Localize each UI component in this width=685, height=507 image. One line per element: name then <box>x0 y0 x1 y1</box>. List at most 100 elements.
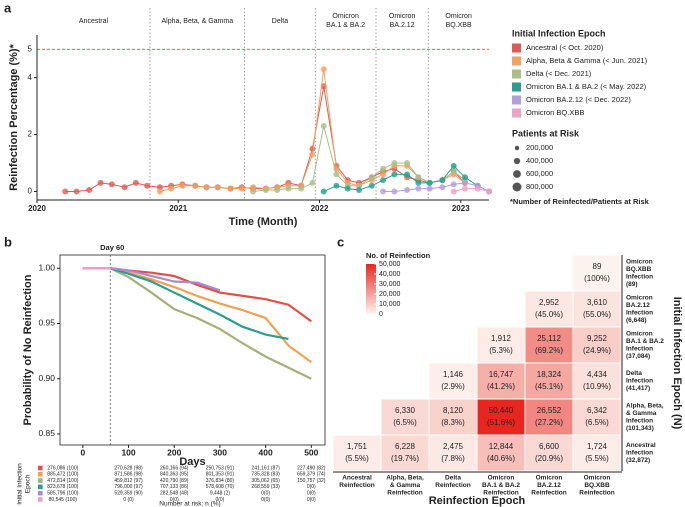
y-tick-label: 0.95 <box>38 318 55 328</box>
cell-percent: (8.3%) <box>441 418 465 427</box>
y-category-label: Infection <box>626 417 653 424</box>
y-category-label: Infection <box>626 273 653 280</box>
y-tick-label: 0.90 <box>38 373 55 383</box>
legend-label: Delta (< Dec. 2021) <box>526 69 592 78</box>
risk-table-cell: 801,353 (91) <box>206 472 235 478</box>
data-point <box>309 151 316 158</box>
cell-percent: (5.3%) <box>489 346 513 355</box>
cell-value: 8,120 <box>443 406 464 415</box>
data-point <box>391 160 398 167</box>
epoch-label: BA.2.12 <box>390 22 415 29</box>
data-point <box>404 187 411 194</box>
risk-table-cell: 0(0) <box>307 497 316 503</box>
data-point <box>404 160 411 167</box>
risk-table-cell: 0(0) <box>215 497 224 503</box>
data-point <box>391 188 398 195</box>
y-category-label: Infection <box>626 450 653 457</box>
legend-swatch <box>512 69 521 79</box>
data-point <box>298 185 305 192</box>
risk-table-cell: 420,790 (89) <box>160 478 189 484</box>
x-axis-title: Time (Month) <box>229 216 298 228</box>
data-point <box>97 179 104 186</box>
risk-table-cell: 0(0) <box>170 497 179 503</box>
heatmap-cell <box>428 398 478 436</box>
legend-label: Omicron BQ.XBB <box>526 108 584 117</box>
data-point <box>62 188 69 195</box>
colorbar <box>366 264 376 314</box>
x-category-label: BA.1 & BA.2 <box>482 482 520 489</box>
cell-percent: (40.6%) <box>487 454 515 463</box>
cell-percent: (45.0%) <box>535 310 563 319</box>
x-axis-title: Days <box>179 456 205 468</box>
data-point <box>274 187 281 194</box>
cell-value: 12,844 <box>489 442 514 451</box>
cell-percent: (2.9%) <box>441 382 465 391</box>
x-axis-title: Reinfection Epoch <box>429 495 526 507</box>
risk-table-cell: 80,545 (100) <box>49 497 78 503</box>
data-point <box>380 171 387 178</box>
cell-percent: (6.5%) <box>393 418 417 427</box>
y-category-label: BA.1 & BA.2 <box>626 338 664 345</box>
size-legend-label: 600,000 <box>526 169 553 178</box>
cell-value: 4,434 <box>587 370 608 379</box>
cell-value: 89 <box>593 262 602 271</box>
risk-table-cell: 0(0) <box>261 491 270 497</box>
data-point <box>309 145 316 152</box>
x-category-label: & Gamma <box>390 482 421 489</box>
risk-table-cell: 885,472 (100) <box>47 472 78 478</box>
y-category-label: Alpha, Beta, <box>626 402 664 409</box>
x-category-label: Omicron <box>584 475 611 482</box>
y-category-label: (6,648) <box>626 317 647 324</box>
data-point <box>486 188 492 195</box>
data-point <box>156 184 163 191</box>
data-point <box>132 179 139 186</box>
legend-swatch <box>512 82 521 92</box>
data-point <box>415 179 422 186</box>
risk-table-cell: 376,834 (80) <box>206 478 235 484</box>
heatmap-cell <box>524 434 574 472</box>
cell-value: 50,440 <box>489 406 514 415</box>
risk-table-cell: 659,379 (74) <box>297 472 326 478</box>
epoch-label: Omicron <box>332 13 359 20</box>
risk-table-cell: 823,678 (100) <box>47 484 78 490</box>
heatmap-cell <box>572 326 622 364</box>
y-tick-label: 4 <box>28 73 33 82</box>
cell-percent: (55.0%) <box>583 310 611 319</box>
data-point <box>450 181 457 188</box>
heatmap-cell <box>476 362 526 400</box>
risk-table-title: Epoch <box>25 474 32 493</box>
y-axis-title: Reinfection Percentage (%)* <box>8 43 20 190</box>
risk-swatch <box>38 484 43 490</box>
legend-title: Initial Infection Epoch <box>512 28 606 38</box>
risk-table-cell: 840,363 (95) <box>160 472 189 478</box>
cell-value: 6,330 <box>395 406 416 415</box>
data-point <box>203 184 210 191</box>
heatmap-cell <box>524 326 574 364</box>
risk-swatch <box>38 465 43 471</box>
data-point <box>168 185 175 192</box>
y-category-label: Delta <box>626 370 642 377</box>
risk-table-cell: 585,796 (100) <box>47 491 78 497</box>
colorbar-label: 40,000 <box>379 271 401 278</box>
y-tick-label: 0.85 <box>38 428 55 438</box>
x-category-label: Reinfection <box>387 490 422 497</box>
cell-value: 18,324 <box>537 370 562 379</box>
data-point <box>461 185 468 192</box>
data-point <box>192 182 199 189</box>
y-category-label: (89) <box>626 281 638 288</box>
x-tick-label: 0 <box>80 447 85 457</box>
cell-percent: (5.5%) <box>345 454 369 463</box>
legend-label: Ancestral (< Oct. 2020) <box>526 43 604 52</box>
risk-swatch <box>38 472 43 477</box>
x-tick-label: 2020 <box>28 204 46 213</box>
x-category-label: Alpha, Beta, <box>386 475 424 482</box>
cell-value: 1,912 <box>491 334 512 343</box>
data-point <box>439 184 446 191</box>
data-point <box>320 188 327 195</box>
heatmap-cell <box>428 434 478 472</box>
risk-table-cell: 0(0) <box>261 497 270 503</box>
y-category-label: Omicron <box>626 294 653 301</box>
colorbar-label: 30,000 <box>379 281 401 288</box>
cell-value: 1,146 <box>443 370 464 379</box>
